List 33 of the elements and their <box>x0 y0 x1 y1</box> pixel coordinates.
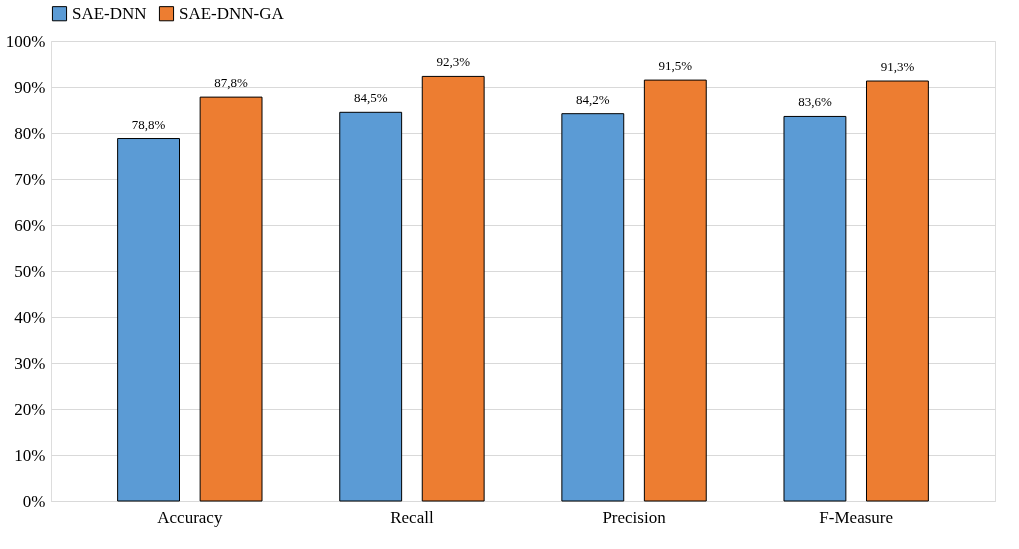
y-tick-label: 90% <box>14 77 46 97</box>
y-tick-label: 0% <box>22 491 46 511</box>
data-label: 91,5% <box>658 58 693 74</box>
x-tick-label: F-Measure <box>819 507 893 527</box>
data-label: 84,2% <box>576 91 610 107</box>
bar <box>783 115 847 502</box>
data-label: 84,5% <box>353 90 388 106</box>
x-tick-label: Accuracy <box>157 507 223 527</box>
bar <box>421 75 485 502</box>
legend-label: SAE-DNN-GA <box>179 3 285 23</box>
bar <box>339 111 403 502</box>
y-tick-label: 50% <box>14 261 46 281</box>
y-tick-label: 60% <box>14 215 46 235</box>
bar <box>865 80 929 502</box>
legend-label: SAE-DNN <box>72 3 147 23</box>
bar <box>117 138 181 502</box>
data-label: 91,3% <box>880 59 915 75</box>
y-tick-label: 70% <box>14 169 46 189</box>
y-tick-label: 30% <box>14 353 46 373</box>
data-label: 78,8% <box>131 116 166 132</box>
data-label: 92,3% <box>436 54 471 70</box>
y-tick-label: 10% <box>14 445 46 465</box>
y-tick-label: 40% <box>14 307 46 327</box>
bar <box>561 113 625 502</box>
data-label: 87,8% <box>214 75 249 91</box>
x-tick-label: Recall <box>390 507 434 527</box>
bar <box>199 96 263 502</box>
data-label: 83,6% <box>798 94 832 110</box>
x-tick-label: Precision <box>602 507 667 527</box>
bar <box>643 79 707 502</box>
y-tick-label: 100% <box>5 31 46 51</box>
y-tick-label: 80% <box>14 123 46 143</box>
y-tick-label: 20% <box>14 399 46 419</box>
